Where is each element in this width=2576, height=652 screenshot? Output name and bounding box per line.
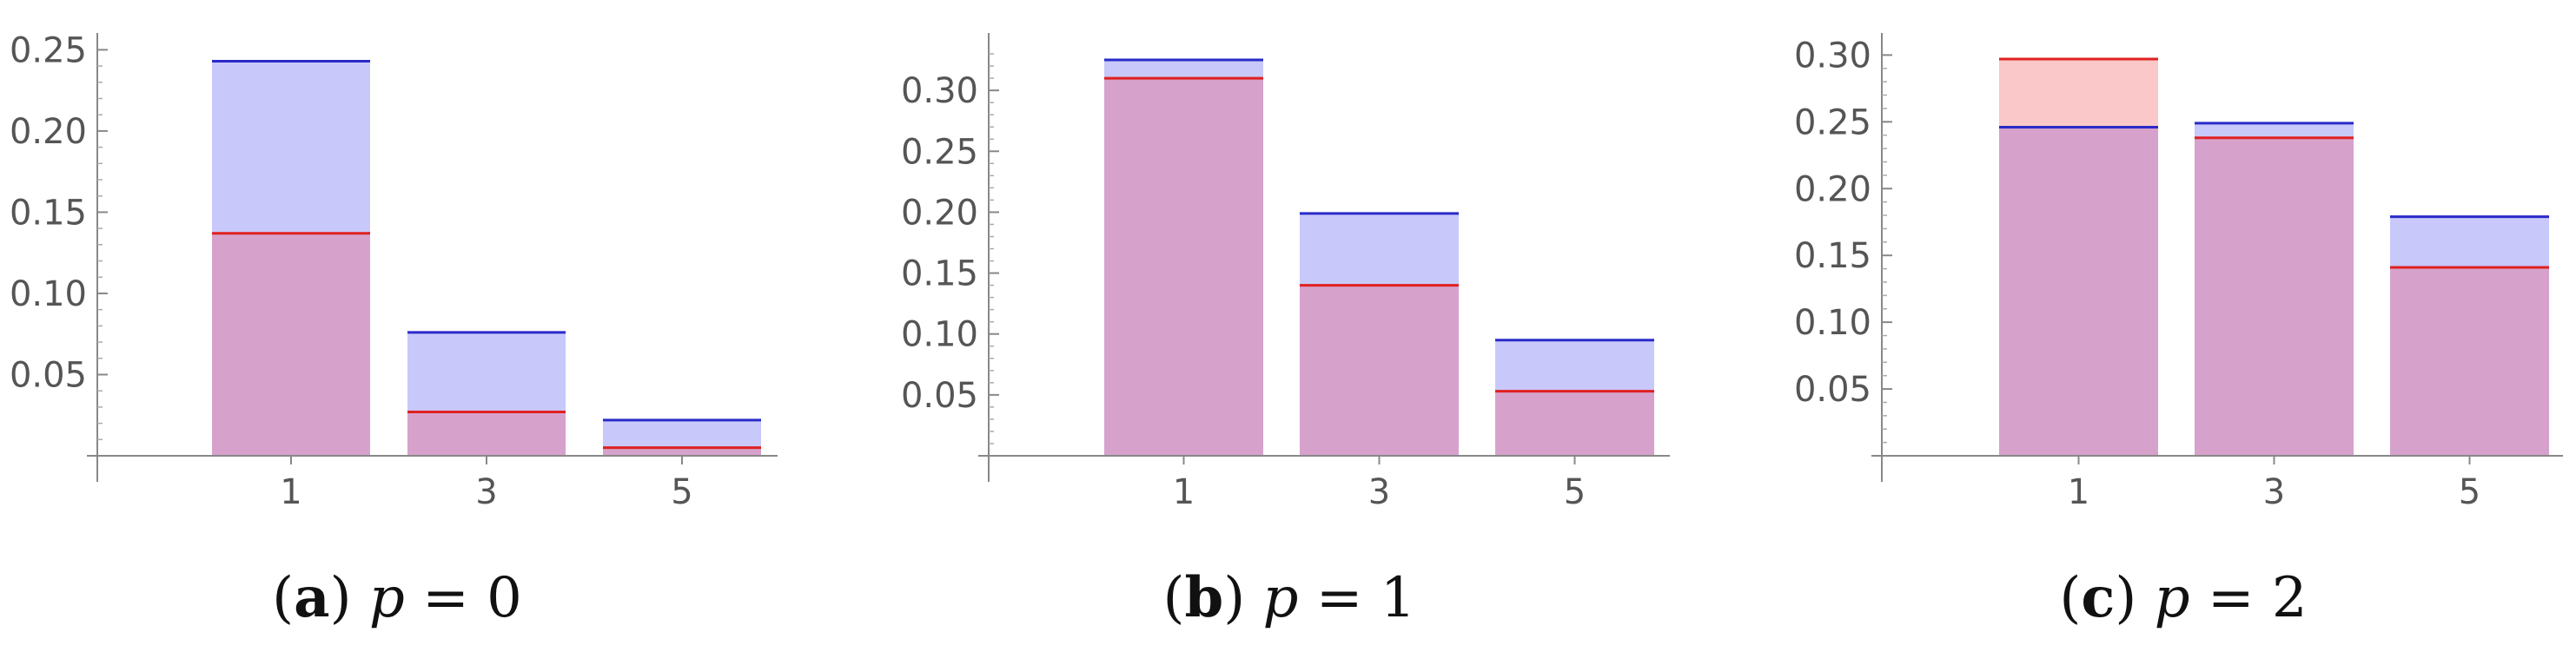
x-tick-label-5: 5 <box>671 472 692 512</box>
x-tick-label-5: 5 <box>1564 472 1586 512</box>
y-tick-label: 0.25 <box>10 30 87 70</box>
caption-letter: a <box>294 565 329 630</box>
panel-caption-a: (a) p = 0 <box>272 565 522 630</box>
y-tick-label: 0.05 <box>1794 370 1871 410</box>
y-tick-label: 0.20 <box>1794 169 1871 209</box>
caption-equals: = <box>405 566 487 630</box>
caption-paren-open: ( <box>272 566 294 630</box>
y-tick-label: 0.20 <box>10 112 87 152</box>
y-tick-label: 0.30 <box>901 71 978 111</box>
x-tick-label-3: 3 <box>475 472 497 512</box>
bar-excess-3 <box>407 332 566 412</box>
caption-equals: = <box>1298 566 1380 630</box>
bar-overlap-5 <box>2390 267 2549 456</box>
caption-equals: = <box>2190 566 2272 630</box>
bar-excess-5 <box>2390 216 2549 268</box>
x-tick-label-3: 3 <box>2263 472 2285 512</box>
bar-overlap-3 <box>1300 285 1459 456</box>
caption-value: 0 <box>487 566 522 630</box>
caption-variable: p <box>369 566 405 630</box>
caption-variable: p <box>2155 566 2190 630</box>
caption-letter: b <box>1184 565 1223 630</box>
y-tick-label: 0.10 <box>901 315 978 355</box>
bar-overlap-1 <box>1104 78 1263 457</box>
x-tick-label-1: 1 <box>1173 472 1195 512</box>
caption-letter: c <box>2081 565 2115 630</box>
y-tick-label: 0.15 <box>10 193 87 233</box>
x-tick-label-3: 3 <box>1368 472 1390 512</box>
x-tick-label-1: 1 <box>2068 472 2089 512</box>
bar-excess-5 <box>1495 339 1654 392</box>
caption-paren-close: ) <box>2115 566 2154 630</box>
bar-excess-5 <box>603 419 761 448</box>
bar-overlap-1 <box>212 233 370 456</box>
bar-excess-1 <box>212 61 370 234</box>
bar-excess-3 <box>2195 122 2354 138</box>
caption-paren-open: ( <box>1162 566 1184 630</box>
bar-overlap-3 <box>2195 137 2354 456</box>
bar-overlap-3 <box>407 412 566 456</box>
caption-variable: p <box>1263 566 1299 630</box>
y-tick-label: 0.25 <box>1794 102 1871 142</box>
panel-caption-b: (b) p = 1 <box>1162 565 1415 630</box>
caption-paren-open: ( <box>2059 566 2081 630</box>
y-tick-label: 0.05 <box>10 355 87 395</box>
caption-paren-close: ) <box>1223 566 1262 630</box>
caption-value: 2 <box>2272 566 2308 630</box>
y-tick-label: 0.10 <box>10 274 87 314</box>
bar-excess-1 <box>1999 59 2158 128</box>
y-tick-label: 0.15 <box>1794 236 1871 276</box>
x-tick-label-5: 5 <box>2459 472 2480 512</box>
y-tick-label: 0.20 <box>901 193 978 233</box>
y-tick-label: 0.10 <box>1794 303 1871 343</box>
chart-panel-c: 1 3 5 0.05 0.10 0.15 0.20 0.25 0.30 (c) p = 2 <box>1794 33 2563 630</box>
bar-overlap-5 <box>1495 391 1654 456</box>
bar-overlap-5 <box>603 447 761 456</box>
chart-panel-b: 1 3 5 0.05 0.10 0.15 0.20 0.25 0.30 (b) p = 1 <box>901 33 1670 630</box>
panel-caption-c: (c) p = 2 <box>2059 565 2307 630</box>
bar-overlap-1 <box>1999 127 2158 456</box>
y-tick-label: 0.30 <box>1794 36 1871 76</box>
chart-panel-a: 1 3 5 0.05 0.10 0.15 0.20 0.25 (a) p = 0 <box>10 30 778 630</box>
y-tick-label: 0.25 <box>901 132 978 172</box>
bar-excess-3 <box>1300 213 1459 286</box>
y-tick-label: 0.05 <box>901 376 978 416</box>
x-tick-label-1: 1 <box>280 472 301 512</box>
caption-paren-close: ) <box>330 566 369 630</box>
caption-value: 1 <box>1381 566 1416 630</box>
y-tick-label: 0.15 <box>901 254 978 294</box>
bar-excess-1 <box>1104 60 1263 79</box>
